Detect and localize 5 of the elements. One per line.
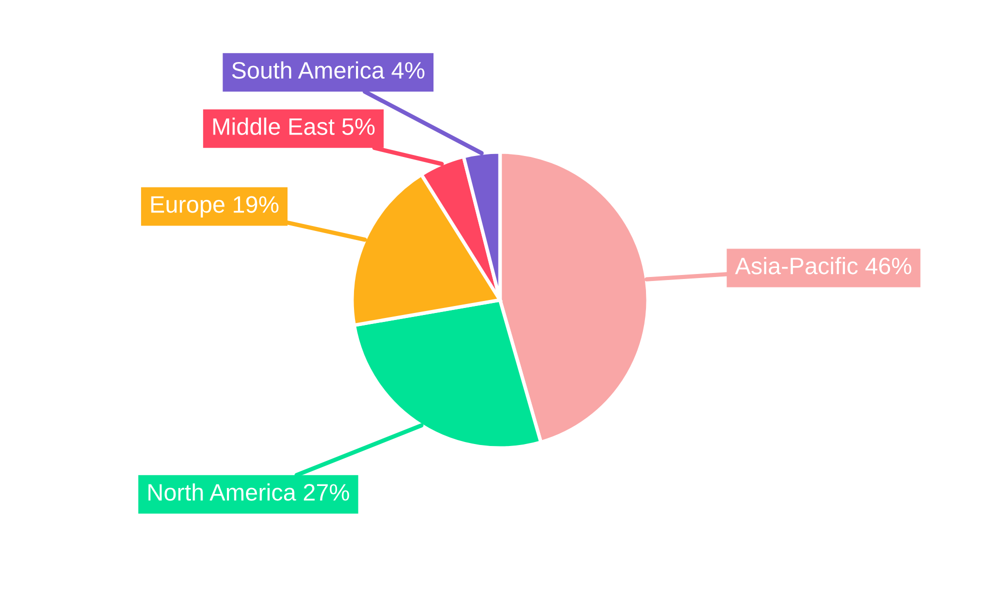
- slice-label: Asia-Pacific 46%: [735, 256, 912, 274]
- slice-label: Europe 19%: [151, 196, 278, 218]
- slice-label: North America 27%: [148, 483, 350, 501]
- slice-label: South America 4%: [232, 61, 424, 79]
- slice-label: Middle East 5%: [213, 118, 375, 135]
